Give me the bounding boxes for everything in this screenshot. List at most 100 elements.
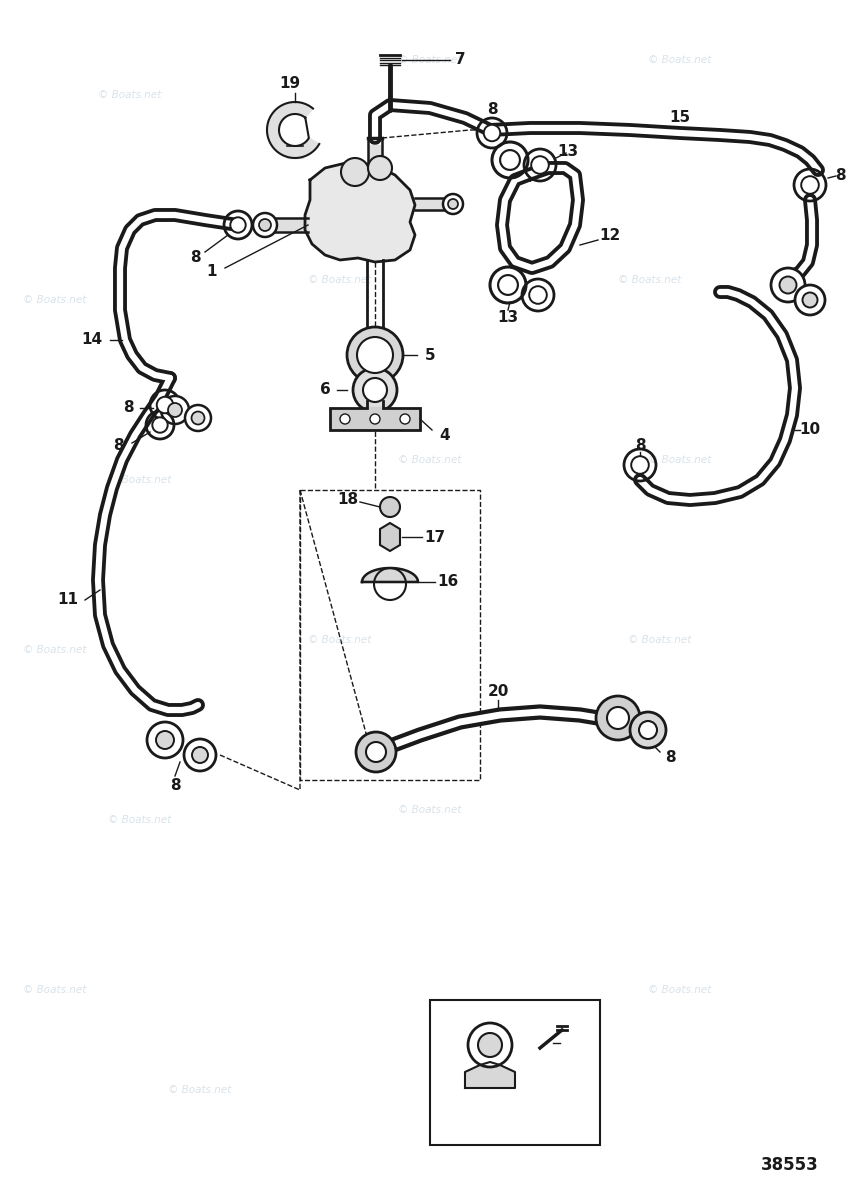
Text: © Boats.net: © Boats.net bbox=[399, 455, 462, 464]
Circle shape bbox=[448, 199, 458, 209]
Circle shape bbox=[639, 721, 657, 739]
Text: © Boats.net: © Boats.net bbox=[648, 985, 711, 995]
Text: 6: 6 bbox=[320, 383, 331, 397]
Text: 8: 8 bbox=[835, 168, 845, 182]
Polygon shape bbox=[287, 146, 303, 158]
Polygon shape bbox=[305, 162, 415, 262]
Text: 7: 7 bbox=[455, 53, 465, 67]
Circle shape bbox=[185, 404, 211, 431]
Text: 17: 17 bbox=[424, 529, 446, 545]
Circle shape bbox=[340, 414, 350, 424]
Polygon shape bbox=[465, 1062, 515, 1088]
Circle shape bbox=[353, 368, 397, 412]
Circle shape bbox=[802, 293, 818, 307]
Polygon shape bbox=[362, 568, 418, 582]
Circle shape bbox=[347, 326, 403, 383]
Text: © Boats.net: © Boats.net bbox=[99, 90, 162, 100]
Circle shape bbox=[380, 497, 400, 517]
Text: © Boats.net: © Boats.net bbox=[648, 55, 711, 65]
Circle shape bbox=[500, 150, 520, 170]
Text: 10: 10 bbox=[800, 422, 820, 438]
Text: 14: 14 bbox=[81, 332, 103, 348]
Circle shape bbox=[356, 732, 396, 772]
Text: 5: 5 bbox=[425, 348, 435, 362]
Text: 21: 21 bbox=[480, 1093, 500, 1106]
Circle shape bbox=[184, 739, 216, 770]
Circle shape bbox=[192, 746, 208, 763]
Circle shape bbox=[400, 414, 410, 424]
Circle shape bbox=[370, 414, 380, 424]
Circle shape bbox=[632, 456, 649, 474]
Circle shape bbox=[478, 1033, 502, 1057]
Polygon shape bbox=[275, 218, 308, 232]
Text: © Boats.net: © Boats.net bbox=[168, 1085, 231, 1094]
Polygon shape bbox=[415, 198, 445, 210]
Circle shape bbox=[607, 707, 629, 728]
Text: 8: 8 bbox=[170, 778, 180, 792]
Text: 8: 8 bbox=[665, 750, 675, 766]
Text: 8: 8 bbox=[189, 251, 201, 265]
Text: © Boats.net: © Boats.net bbox=[108, 475, 171, 485]
Text: 4: 4 bbox=[440, 427, 450, 443]
Text: 22: 22 bbox=[552, 1038, 572, 1052]
Text: © Boats.net: © Boats.net bbox=[648, 455, 711, 464]
Text: 8: 8 bbox=[123, 401, 134, 415]
Circle shape bbox=[259, 218, 271, 230]
Text: © Boats.net: © Boats.net bbox=[399, 55, 462, 65]
Circle shape bbox=[357, 337, 393, 373]
Polygon shape bbox=[380, 523, 400, 551]
Circle shape bbox=[341, 158, 369, 186]
Text: 8: 8 bbox=[112, 438, 123, 452]
Circle shape bbox=[530, 286, 547, 304]
Circle shape bbox=[366, 742, 386, 762]
Text: © Boats.net: © Boats.net bbox=[23, 646, 87, 655]
Circle shape bbox=[231, 217, 246, 233]
Circle shape bbox=[253, 214, 277, 236]
Circle shape bbox=[795, 284, 825, 314]
Polygon shape bbox=[267, 102, 320, 158]
Circle shape bbox=[780, 276, 796, 294]
Text: © Boats.net: © Boats.net bbox=[23, 295, 87, 305]
Circle shape bbox=[483, 125, 500, 142]
Circle shape bbox=[468, 1022, 512, 1067]
Text: © Boats.net: © Boats.net bbox=[108, 815, 171, 826]
Text: 13: 13 bbox=[557, 144, 578, 160]
Circle shape bbox=[168, 403, 182, 416]
Text: © Boats.net: © Boats.net bbox=[23, 985, 87, 995]
Text: 38553: 38553 bbox=[761, 1156, 819, 1174]
Text: © Boats.net: © Boats.net bbox=[618, 275, 681, 284]
Circle shape bbox=[498, 275, 518, 295]
Circle shape bbox=[630, 712, 666, 748]
Text: 19: 19 bbox=[279, 76, 301, 90]
Circle shape bbox=[157, 397, 173, 413]
Text: 13: 13 bbox=[497, 311, 518, 325]
Polygon shape bbox=[368, 145, 382, 162]
Text: 8: 8 bbox=[487, 102, 497, 118]
Text: © Boats.net: © Boats.net bbox=[309, 275, 372, 284]
Circle shape bbox=[368, 156, 392, 180]
Circle shape bbox=[801, 176, 818, 193]
Circle shape bbox=[443, 194, 463, 214]
Bar bbox=[430, 1000, 600, 1145]
Bar bbox=[330, 408, 420, 430]
Text: © Boats.net: © Boats.net bbox=[628, 635, 692, 646]
Text: © Boats.net: © Boats.net bbox=[399, 805, 462, 815]
Text: © Boats.net: © Boats.net bbox=[309, 635, 372, 646]
Circle shape bbox=[771, 268, 805, 302]
Text: © Boats.net: © Boats.net bbox=[468, 1085, 531, 1094]
Text: 8: 8 bbox=[635, 438, 645, 452]
Circle shape bbox=[153, 418, 168, 433]
Text: 1: 1 bbox=[207, 264, 218, 280]
Text: 11: 11 bbox=[57, 593, 79, 607]
Text: 12: 12 bbox=[599, 228, 620, 242]
Text: 16: 16 bbox=[437, 575, 458, 589]
Text: 18: 18 bbox=[338, 492, 358, 506]
Text: 15: 15 bbox=[669, 110, 691, 126]
Circle shape bbox=[531, 156, 548, 174]
Circle shape bbox=[191, 412, 205, 425]
Text: 20: 20 bbox=[488, 684, 509, 700]
Circle shape bbox=[161, 396, 189, 424]
Circle shape bbox=[147, 722, 183, 758]
Circle shape bbox=[596, 696, 640, 740]
Circle shape bbox=[156, 731, 174, 749]
